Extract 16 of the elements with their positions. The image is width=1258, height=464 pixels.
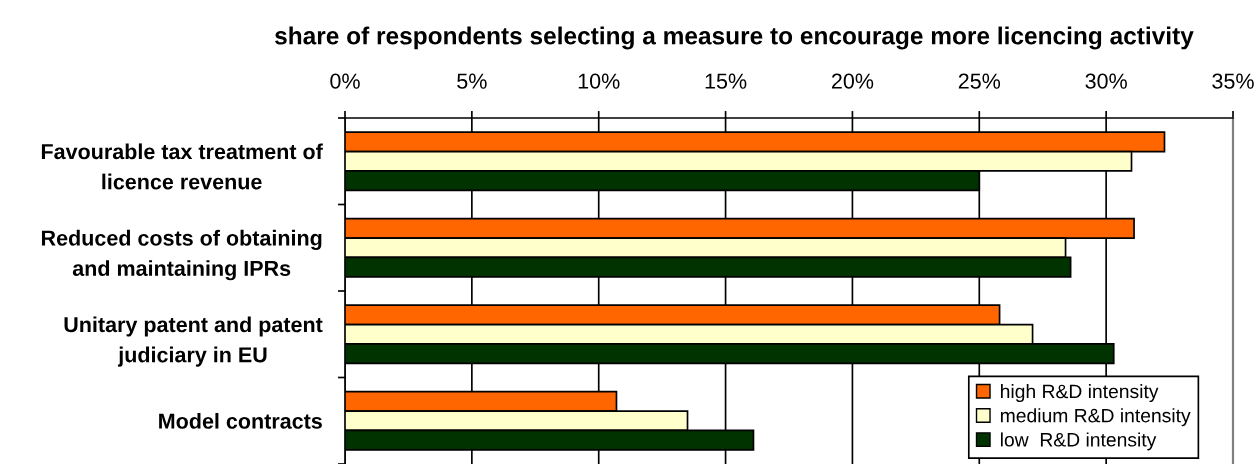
x-tick-label: 15%	[705, 73, 747, 89]
legend-label: low R&D intensity	[1000, 432, 1157, 451]
y-tick-label: Favourable tax treatment of licence revenue	[41, 143, 323, 190]
legend-label: medium R&D intensity	[1000, 408, 1191, 427]
y-tick-label: Model contracts	[159, 412, 322, 429]
x-tick-label: 5%	[457, 73, 487, 89]
x-axis-title: share of respondents selecting a measure to encourage more licencing activity	[275, 26, 1194, 50]
x-tick-label: 10%	[578, 73, 620, 89]
legend-label: high R&D intensity	[1001, 384, 1159, 403]
x-tick-label: 35%	[1212, 73, 1254, 89]
y-tick-label: Unitary patent and patent judiciary in EU	[64, 316, 323, 367]
y-tick-label: Reduced costs of obtaining and maintaining IPRs	[41, 229, 322, 281]
x-tick-label: 20%	[831, 73, 874, 89]
x-tick-label: 0%	[330, 73, 360, 89]
x-tick-label: 25%	[958, 73, 1001, 89]
x-tick-label: 30%	[1085, 73, 1127, 89]
